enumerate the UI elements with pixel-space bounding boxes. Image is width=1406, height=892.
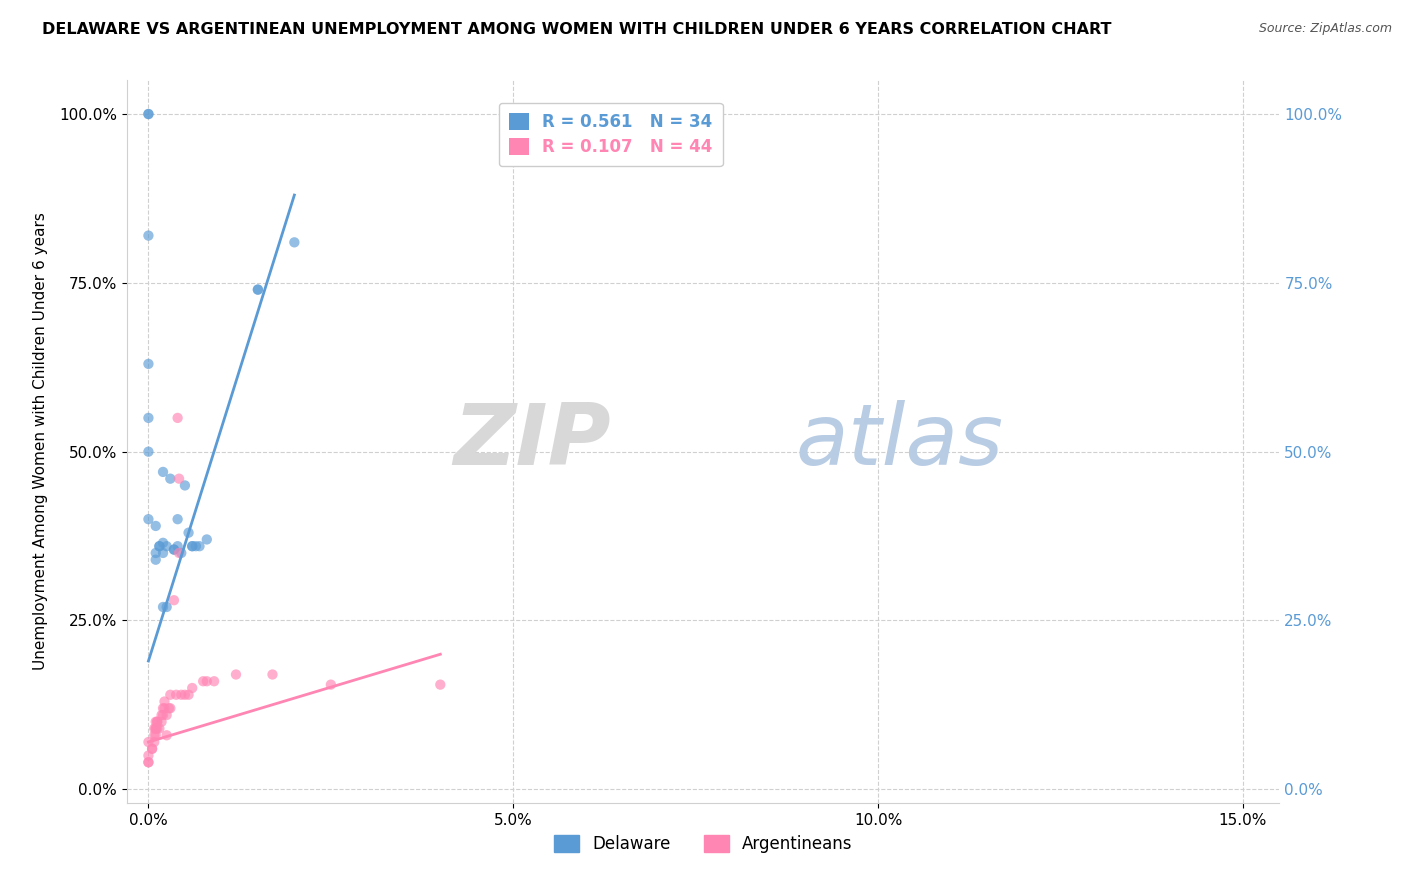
Point (138, 107, 160, 121)
Legend: Delaware, Argentineans: Delaware, Argentineans (547, 828, 859, 860)
Point (145, 546, 167, 560)
Point (138, 411, 160, 425)
Point (146, 714, 169, 729)
Text: Source: ZipAtlas.com: Source: ZipAtlas.com (1258, 22, 1392, 36)
Point (138, 107, 160, 121)
Point (143, 728, 166, 742)
Point (145, 722, 167, 736)
Point (143, 735, 166, 749)
Point (153, 694, 176, 708)
Point (170, 688, 193, 702)
Point (181, 539, 204, 553)
Point (156, 728, 179, 742)
Point (148, 722, 170, 736)
Point (165, 688, 187, 702)
Point (145, 519, 167, 533)
Point (153, 701, 176, 715)
Point (146, 714, 169, 729)
Point (225, 667, 247, 681)
Point (163, 593, 186, 607)
Point (138, 444, 160, 458)
Point (138, 512, 160, 526)
Point (159, 472, 181, 486)
Point (163, 542, 186, 557)
Point (138, 756, 160, 770)
Point (138, 357, 160, 371)
Point (152, 465, 174, 479)
Point (429, 678, 451, 692)
Point (152, 599, 174, 614)
Point (262, 667, 284, 681)
Point (177, 525, 200, 540)
Point (195, 533, 218, 547)
Point (145, 728, 167, 742)
Point (181, 681, 204, 695)
Point (152, 546, 174, 560)
Point (167, 472, 190, 486)
Point (152, 701, 174, 715)
Point (170, 546, 193, 560)
Point (152, 708, 174, 723)
Text: atlas: atlas (796, 400, 1004, 483)
Point (184, 539, 207, 553)
Point (246, 283, 269, 297)
Point (138, 756, 160, 770)
Point (156, 599, 179, 614)
Point (166, 539, 188, 553)
Point (319, 678, 342, 692)
Point (163, 542, 186, 557)
Point (177, 688, 200, 702)
Point (191, 674, 214, 689)
Point (166, 512, 188, 526)
Point (138, 228, 160, 243)
Point (202, 674, 225, 689)
Point (148, 539, 170, 553)
Point (159, 688, 181, 702)
Point (145, 714, 167, 729)
Point (141, 741, 163, 756)
Point (246, 283, 269, 297)
Point (181, 539, 204, 553)
Point (156, 708, 179, 723)
Point (138, 735, 160, 749)
Point (167, 546, 190, 560)
Point (138, 748, 160, 763)
Text: ZIP: ZIP (453, 400, 610, 483)
Point (156, 539, 179, 553)
Point (174, 688, 197, 702)
Point (152, 536, 174, 550)
Point (148, 539, 170, 553)
Point (141, 741, 163, 756)
Point (166, 411, 188, 425)
Y-axis label: Unemployment Among Women with Children Under 6 years: Unemployment Among Women with Children U… (32, 212, 48, 671)
Point (283, 235, 305, 250)
Point (195, 674, 218, 689)
Point (146, 722, 169, 736)
Point (159, 701, 181, 715)
Point (145, 722, 167, 736)
Point (157, 701, 180, 715)
Point (143, 722, 166, 736)
Text: DELAWARE VS ARGENTINEAN UNEMPLOYMENT AMONG WOMEN WITH CHILDREN UNDER 6 YEARS COR: DELAWARE VS ARGENTINEAN UNEMPLOYMENT AMO… (42, 22, 1112, 37)
Point (150, 708, 173, 723)
Point (174, 478, 197, 492)
Point (145, 552, 167, 566)
Point (188, 539, 211, 553)
Point (150, 714, 173, 729)
